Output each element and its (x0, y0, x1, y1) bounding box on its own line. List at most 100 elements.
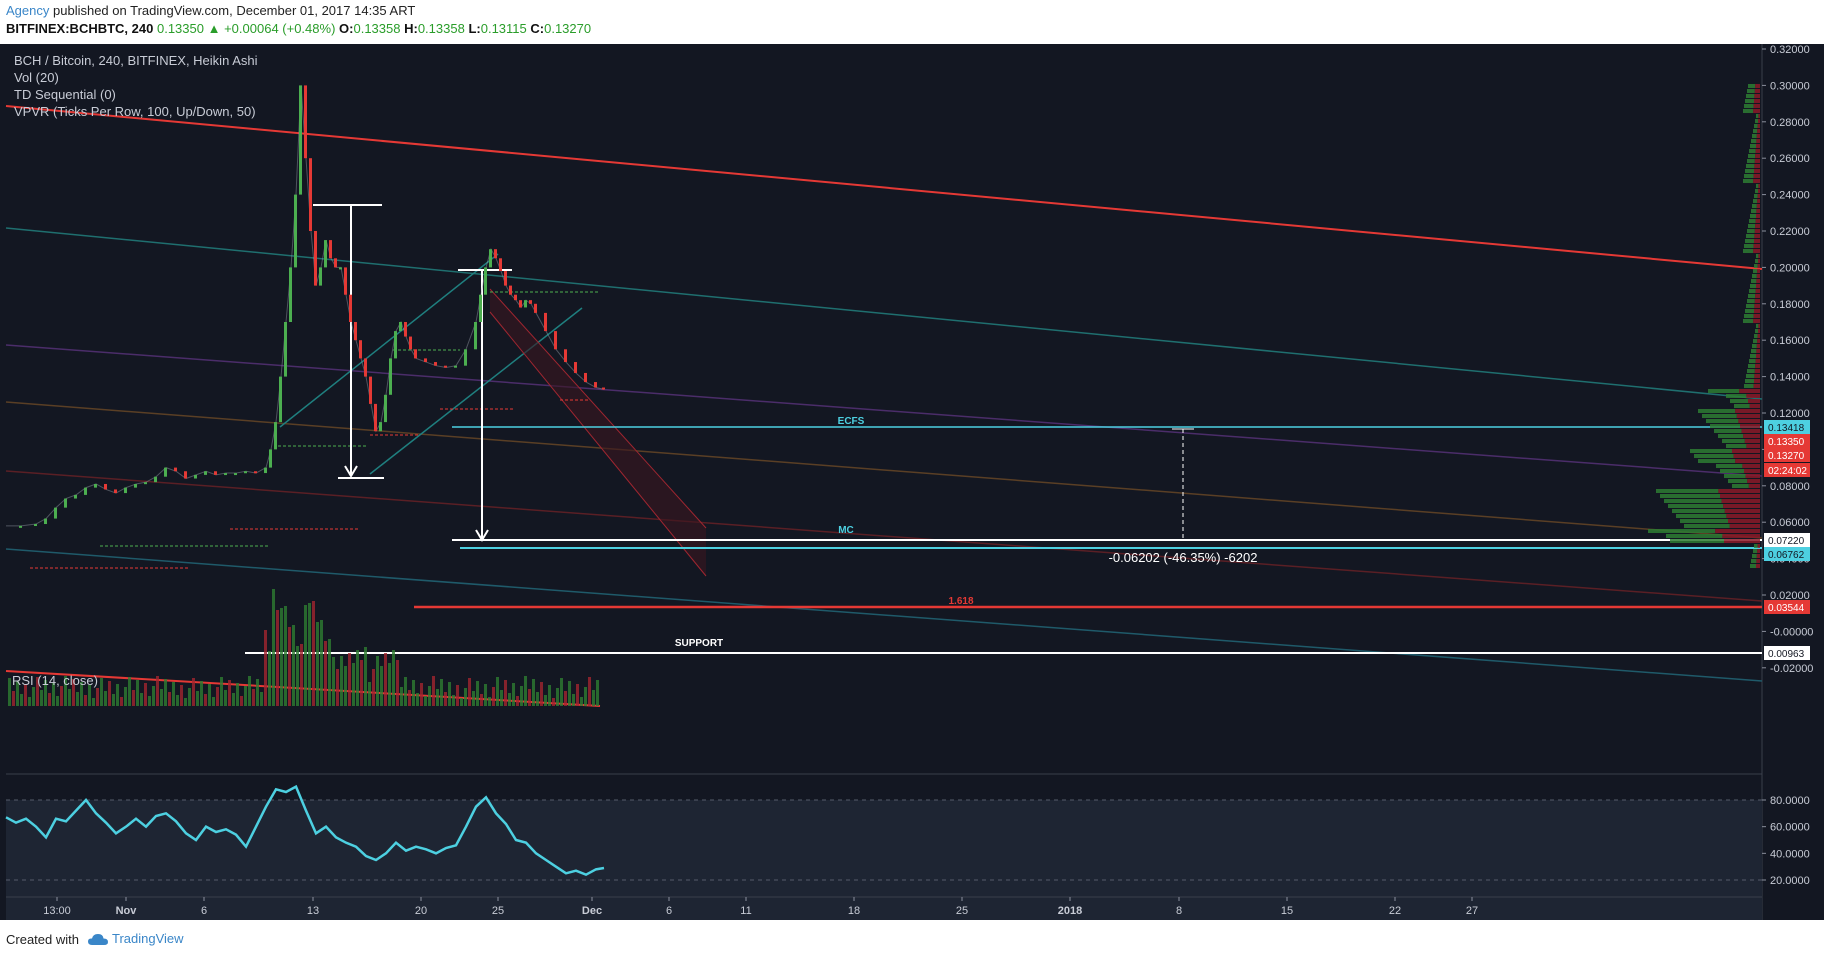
volume-bar (200, 681, 203, 706)
vpvr-bar-down (1754, 169, 1760, 173)
volume-bar (248, 676, 251, 706)
candle (369, 376, 372, 404)
time-tick-label: 22 (1389, 905, 1401, 917)
price-tick-label: 0.02000 (1770, 590, 1810, 602)
volume-bar (232, 693, 235, 706)
volume-bar (496, 677, 499, 706)
price-marker-bg (1764, 547, 1810, 561)
chart-svg[interactable]: ECFS MC 1.618 SUPPORT -0.06202 (-46.35%)… (0, 44, 1824, 920)
chart-area[interactable]: ECFS MC 1.618 SUPPORT -0.06202 (-46.35%)… (0, 44, 1824, 920)
candle (594, 382, 597, 388)
volume-bar (416, 693, 419, 706)
candle (184, 471, 187, 479)
vpvr-bar-up (1744, 314, 1754, 318)
vpvr-bar-down (1732, 449, 1760, 453)
rising-channel-upper (279, 253, 499, 428)
vpvr-bar-up (1684, 524, 1730, 528)
vpvr-bar-down (1742, 464, 1760, 468)
volume-bar (216, 687, 219, 706)
time-tick-label: 8 (1176, 905, 1182, 917)
author-link[interactable]: Agency (6, 3, 50, 18)
vpvr-bar-up (1676, 514, 1727, 518)
price-marker-label: 0.13350 (1768, 437, 1805, 448)
candle (379, 422, 382, 432)
vpvr-bar-up (1664, 499, 1722, 503)
vpvr-bar-up (1756, 184, 1759, 188)
candle (414, 349, 417, 359)
volume-bar (372, 669, 375, 706)
volume-bar (32, 687, 35, 706)
price-marker-label: 0.06762 (1768, 550, 1805, 561)
vpvr-bar-up (1734, 404, 1750, 408)
channel-upper (5, 227, 1763, 400)
vpvr-bar-down (1755, 364, 1760, 368)
vpvr-bar-up (1698, 459, 1736, 463)
volume-bar (176, 695, 179, 706)
vpvr-bar-up (1747, 89, 1755, 93)
vpvr-bar-down (1753, 104, 1760, 108)
vpvr-bar-up (1726, 444, 1747, 448)
candle (494, 249, 497, 259)
candle (384, 394, 387, 423)
volume-bar (164, 679, 167, 706)
price-marker-bg (1764, 434, 1810, 448)
price-axis-panel[interactable] (1762, 44, 1824, 920)
vpvr-bar-up (1749, 149, 1756, 153)
vpvr-bar-up (1743, 319, 1754, 323)
channel-lower (5, 548, 1763, 682)
vpvr-bar-down (1754, 369, 1760, 373)
candle (19, 525, 22, 528)
vpvr-bar-up (1670, 539, 1724, 543)
candle (464, 349, 467, 366)
volume-bar (128, 677, 131, 706)
volume-bar (352, 663, 355, 706)
volume-bar (528, 689, 531, 706)
symbol-label: BITFINEX:BCHBTC, 240 (6, 21, 154, 36)
channel-purple (5, 344, 1763, 477)
price-tick-label: 0.30000 (1770, 80, 1810, 92)
volume-bars (8, 589, 599, 706)
price-tick-label: 0.20000 (1770, 262, 1810, 274)
vpvr-bar-down (1756, 274, 1760, 278)
tradingview-brand[interactable]: TradingView (88, 931, 184, 946)
vpvr-bar-down (1756, 204, 1760, 208)
vpvr-bar-up (1750, 284, 1756, 288)
vpvr-bar-up (1752, 554, 1757, 558)
candle (354, 322, 357, 341)
vpvr-bar-up (1754, 334, 1758, 338)
high-value: 0.13358 (417, 21, 465, 36)
candle (304, 85, 307, 159)
vpvr-bar-down (1756, 354, 1760, 358)
vpvr-bar-down (1740, 424, 1760, 428)
price-axis-markers: 0.13418 0.13350 0.13270 02:24:02 0.07220 0.06… (1764, 420, 1810, 660)
vpvr-bar-up (1747, 229, 1755, 233)
volume-bar (544, 695, 547, 706)
volume-bar (260, 692, 263, 706)
vpvr-bar-down (1758, 254, 1760, 258)
volume-bar (364, 647, 367, 706)
time-tick-label: 20 (415, 905, 427, 917)
channel-darkred (5, 470, 1763, 602)
volume-bar (472, 691, 475, 706)
volume-bar (540, 682, 543, 706)
vpvr-bar-down (1754, 94, 1760, 98)
price-marker-bg (1764, 463, 1810, 477)
vpvr-bar-up (1732, 484, 1749, 488)
time-tick-label: 13 (307, 905, 319, 917)
volume-bar (312, 601, 315, 706)
volume-bar (444, 692, 447, 706)
volume-bar (64, 676, 67, 706)
volume-bar (20, 694, 23, 706)
candle (424, 358, 427, 363)
vpvr-bar-up (1690, 449, 1732, 453)
candle (404, 322, 407, 337)
candle (34, 524, 37, 527)
candle (94, 483, 97, 488)
candle (284, 322, 287, 377)
vpvr-bar-up (1716, 464, 1743, 468)
candle (269, 449, 272, 468)
vpvr-bar-up (1724, 474, 1746, 478)
volume-bar (40, 690, 43, 706)
candle (359, 340, 362, 359)
vpvr-bar-up (1728, 479, 1748, 483)
